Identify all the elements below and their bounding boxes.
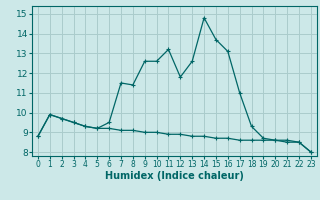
X-axis label: Humidex (Indice chaleur): Humidex (Indice chaleur) — [105, 171, 244, 181]
